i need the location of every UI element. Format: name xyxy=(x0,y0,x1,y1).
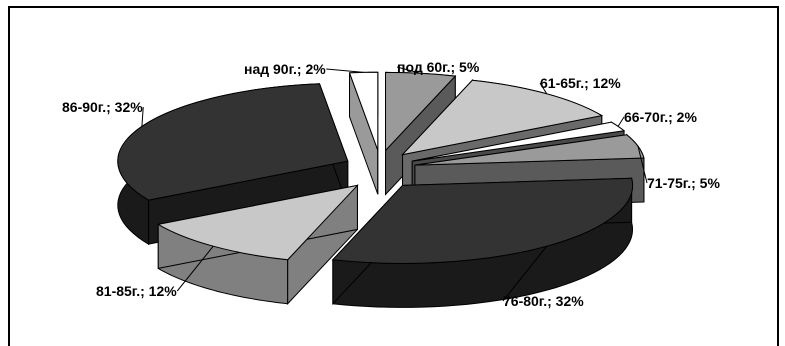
leader-86-90г xyxy=(141,106,144,127)
leader-81-85г xyxy=(176,245,214,292)
label-61-65: 61-65г.; 12% xyxy=(540,75,621,91)
leader-под-60г xyxy=(396,66,421,74)
leader-61-65г xyxy=(539,82,548,95)
leader-76-80г xyxy=(502,245,548,302)
label-81-85: 81-85г.; 12% xyxy=(96,283,177,299)
label-pod-60: под 60г.; 5% xyxy=(397,59,480,75)
slice-labels: под 60г.; 5% 61-65г.; 12% 66-70г.; 2% 71… xyxy=(62,59,720,309)
slice-tops xyxy=(117,71,645,264)
label-66-70: 66-70г.; 2% xyxy=(624,109,697,125)
label-nad-90: над 90г.; 2% xyxy=(244,61,326,77)
slice-top-81-85г xyxy=(156,184,359,261)
leader-над-90г xyxy=(326,68,364,73)
leader-71-75г xyxy=(637,146,648,184)
leader-66-70г xyxy=(617,116,625,127)
label-86-90: 86-90г.; 32% xyxy=(62,99,143,115)
label-71-75: 71-75г.; 5% xyxy=(647,175,720,191)
label-76-80: 76-80г.; 32% xyxy=(503,293,584,309)
leader-lines xyxy=(141,66,648,302)
slice-top-над-90г xyxy=(348,71,379,151)
